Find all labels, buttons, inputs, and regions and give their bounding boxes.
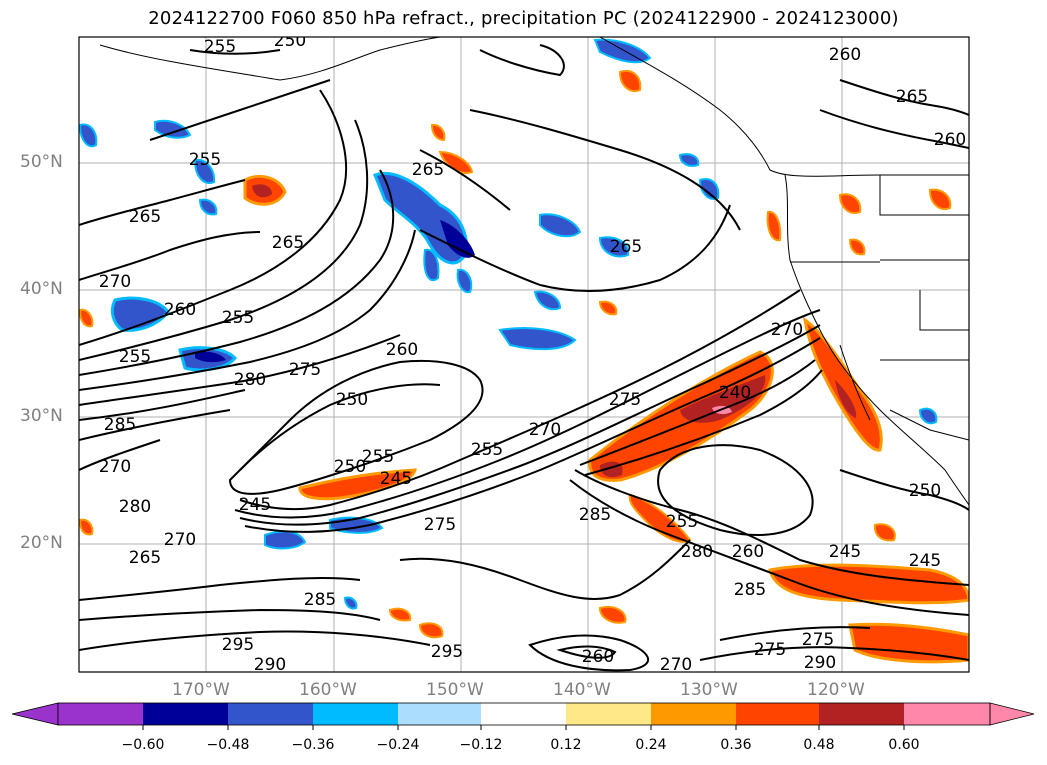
contour-label: 270 [660, 655, 692, 675]
contour-label: 270 [99, 457, 131, 477]
contour-label: 290 [254, 655, 286, 675]
contour-label: 275 [802, 630, 834, 650]
contour-label: 270 [529, 420, 561, 440]
contour-label: 260 [829, 45, 861, 65]
colorbar-tick-label: −0.48 [206, 737, 250, 753]
contour-label: 260 [934, 130, 966, 150]
contour-label: 245 [909, 551, 941, 571]
contour-label: 275 [754, 640, 786, 660]
contour-label: 240 [719, 383, 751, 403]
coastlines [99, 37, 969, 506]
colorbar-swatch [228, 703, 313, 725]
contour-label: 245 [380, 469, 412, 489]
colorbar-swatch [819, 703, 904, 725]
contour-label: 295 [431, 642, 463, 662]
lon-label-130w: 130°W [680, 680, 738, 700]
lat-label-40n: 40°N [20, 279, 63, 299]
lon-label-150w: 150°W [426, 680, 484, 700]
contour-label: 250 [274, 31, 306, 51]
contour-label: 250 [909, 481, 941, 501]
contour-label: 275 [424, 515, 456, 535]
contour-label: 260 [164, 300, 196, 320]
contour-label: 275 [289, 360, 321, 380]
colorbar-extend-high [989, 702, 1035, 726]
contour-label: 255 [119, 347, 151, 367]
colorbar-tick-label: −0.12 [459, 737, 503, 753]
colorbar-swatch [481, 703, 566, 725]
refractivity-contours [79, 44, 969, 672]
contour-label: 255 [666, 512, 698, 532]
colorbar-swatch [566, 703, 651, 725]
contour-label: 260 [582, 647, 614, 667]
contour-label: 285 [579, 505, 611, 525]
contour-label: 285 [304, 590, 336, 610]
lat-label-20n: 20°N [20, 533, 63, 553]
lon-label-160w: 160°W [299, 680, 357, 700]
colorbar-tick-label: 0.24 [635, 737, 667, 753]
colorbar-swatch [651, 703, 736, 725]
colorbar-swatch [398, 703, 481, 725]
contour-label: 285 [104, 415, 136, 435]
contour-label: 265 [896, 87, 928, 107]
contour-label: 260 [732, 542, 764, 562]
contour-label: 255 [204, 37, 236, 57]
contour-label: 245 [239, 495, 271, 515]
contour-label: 255 [362, 447, 394, 467]
colorbar-swatch [736, 703, 819, 725]
lat-label-30n: 30°N [20, 406, 63, 426]
colorbar-tick-label: −0.60 [121, 737, 165, 753]
contour-label: 280 [234, 370, 266, 390]
contour-label: 255 [222, 308, 254, 328]
contour-label: 265 [610, 237, 642, 257]
contour-label: 275 [609, 390, 641, 410]
contour-label: 265 [412, 160, 444, 180]
contour-label: 265 [272, 233, 304, 253]
contour-label: 290 [804, 653, 836, 673]
contour-label: 255 [471, 440, 503, 460]
colorbar-tick-label: 0.60 [888, 737, 920, 753]
colorbar-swatch [313, 703, 398, 725]
lon-label-140w: 140°W [553, 680, 611, 700]
lon-label-170w: 170°W [172, 680, 230, 700]
colorbar-tick-label: 0.12 [550, 737, 582, 753]
contour-label: 280 [681, 542, 713, 562]
contour-label: 270 [99, 272, 131, 292]
gridlines [79, 37, 969, 672]
precip-positive-fills [79, 70, 969, 664]
lat-label-50n: 50°N [20, 152, 63, 172]
contour-labels: 255 255 250 260 265 260 265 255 265 265 … [99, 31, 966, 675]
contour-label: 255 [189, 150, 221, 170]
contour-label: 270 [164, 530, 196, 550]
contour-label: 265 [129, 548, 161, 568]
colorbar-tick-label: 0.36 [720, 737, 752, 753]
colorbar-tick-label: −0.24 [376, 737, 420, 753]
colorbar [11, 702, 1035, 730]
lon-label-120w: 120°W [807, 680, 865, 700]
contour-label: 295 [222, 635, 254, 655]
contour-label: 280 [119, 497, 151, 517]
colorbar-swatch [904, 703, 990, 725]
contour-label: 245 [829, 542, 861, 562]
colorbar-tick-label: 0.48 [803, 737, 835, 753]
contour-label: 285 [734, 580, 766, 600]
map-title: 2024122700 F060 850 hPa refract., precip… [148, 8, 899, 29]
contour-label: 260 [386, 340, 418, 360]
colorbar-outline [57, 702, 991, 726]
colorbar-swatch [143, 703, 228, 725]
contour-label: 265 [129, 207, 161, 227]
colorbar-swatch [58, 703, 143, 725]
colorbar-extend-low [11, 702, 59, 726]
colorbar-tick-label: −0.36 [291, 737, 335, 753]
map-frame [78, 36, 970, 673]
contour-label: 270 [771, 320, 803, 340]
contour-label: 250 [334, 457, 366, 477]
contour-label: 250 [336, 390, 368, 410]
